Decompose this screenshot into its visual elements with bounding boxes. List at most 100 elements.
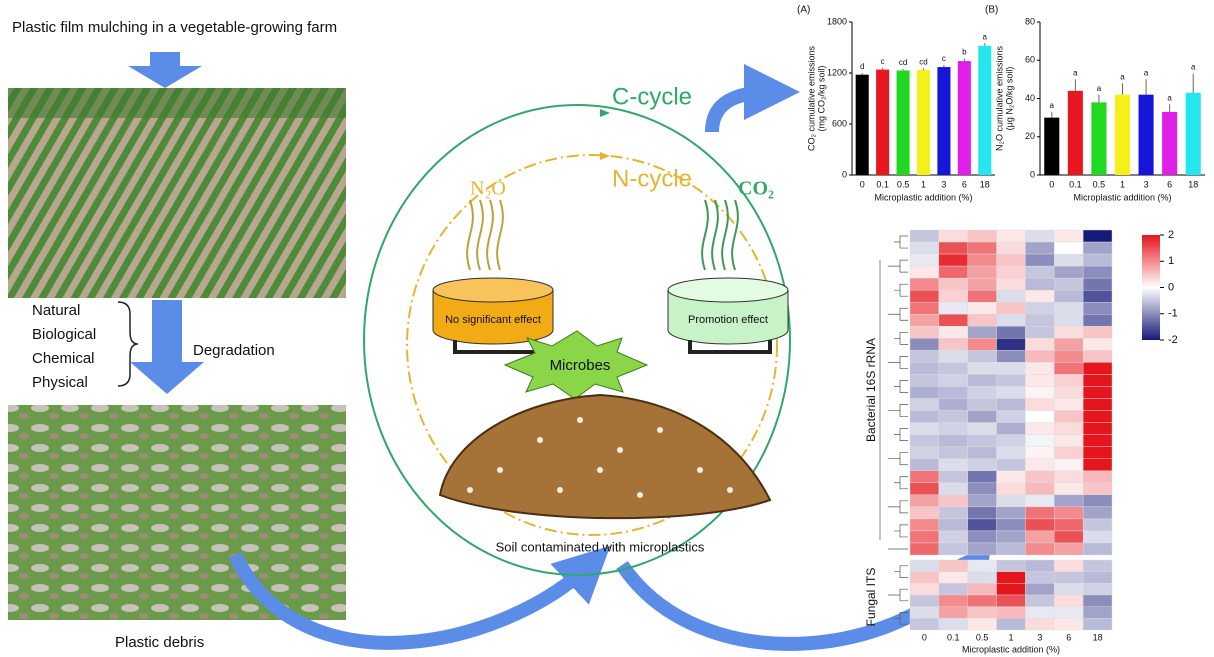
heatmap-cell — [996, 386, 1026, 399]
bar — [896, 70, 910, 175]
heatmap-cell — [1082, 265, 1113, 279]
heatmap-cell — [996, 338, 1026, 351]
heatmap-cell — [1054, 398, 1084, 411]
dendrogram — [894, 235, 908, 249]
heatmap-cell — [996, 241, 1026, 255]
heatmap-cell — [1025, 506, 1055, 520]
heatmap-cell — [1054, 253, 1084, 267]
heatmap-cell — [1082, 583, 1113, 596]
heatmap-cell — [967, 559, 997, 572]
heatmap-cell — [1025, 410, 1055, 423]
heatmap-cell — [967, 386, 997, 399]
heatmap-cell — [1082, 470, 1113, 483]
microbes-label: Microbes — [550, 357, 611, 374]
process-label: Degradation — [193, 342, 275, 359]
bar — [1185, 92, 1201, 175]
dendrogram — [894, 331, 908, 345]
heatmap-cell — [1025, 398, 1055, 411]
heatmap-cell — [938, 362, 968, 375]
gas-wisps — [701, 199, 739, 271]
heatmap-cell — [967, 606, 997, 619]
significance-letter: c — [942, 54, 946, 63]
heatmap-cell — [996, 470, 1026, 483]
heatmap-cell — [967, 350, 997, 363]
bar — [957, 61, 971, 175]
heatmap-cell — [967, 571, 997, 584]
heatmap-cell — [1025, 583, 1055, 596]
y-tick-label: 0 — [842, 169, 847, 179]
significance-letter: b — [962, 48, 967, 57]
panel-label: (B) — [985, 5, 998, 16]
heatmap-cell — [909, 326, 940, 339]
cycle-arrowhead — [600, 152, 610, 160]
significance-letter: a — [1144, 68, 1149, 77]
heatmap-cell — [1054, 434, 1084, 447]
heatmap-cell — [938, 542, 968, 556]
dendrogram — [888, 500, 908, 514]
bar — [1091, 102, 1107, 175]
heatmap-cell — [1082, 482, 1113, 496]
heatmap-cell — [996, 229, 1026, 243]
heatmap-cell — [1054, 446, 1084, 459]
heatmap-cell — [909, 583, 940, 596]
c-cycle-circle — [363, 104, 791, 576]
x-tick-label: 1 — [1008, 632, 1013, 642]
y-axis-label: (μg N₂O/kg soil) — [1004, 67, 1014, 131]
heatmap-cell — [909, 542, 940, 556]
heatmap-cell — [996, 326, 1026, 339]
n-cycle-label: N-cycle — [612, 165, 692, 192]
heatmap-cell — [1025, 494, 1055, 508]
x-tick-label: 0 — [1049, 179, 1054, 189]
dendrogram — [894, 428, 908, 441]
heatmap-cell — [909, 571, 940, 584]
heatmap-cell — [967, 314, 997, 327]
heatmap-cell — [909, 422, 940, 435]
heatmap-cell — [1082, 289, 1113, 303]
heatmap-cell — [938, 422, 968, 435]
x-tick-label: 6 — [1066, 632, 1071, 642]
heatmap-cell — [967, 326, 997, 339]
x-tick-label: 0 — [860, 179, 865, 189]
heatmap-cell — [996, 253, 1026, 267]
heatmap-cell — [996, 410, 1026, 423]
heatmap-cell — [1054, 458, 1084, 471]
x-tick-label: 0.5 — [897, 179, 910, 189]
heatmap-cell — [1054, 386, 1084, 399]
dendrogram — [894, 524, 908, 538]
heatmap-cell — [938, 494, 968, 508]
heatmap-cell — [967, 253, 997, 267]
heatmap-cell — [909, 362, 940, 375]
heatmap-cell — [909, 606, 940, 619]
dendrogram — [894, 476, 908, 490]
heatmap-cell — [1025, 386, 1055, 399]
heatmap-cell — [1082, 559, 1113, 572]
heatmap-cell — [996, 618, 1026, 631]
cycle-arrowhead — [600, 109, 610, 117]
y-tick-label: 80 — [1025, 16, 1035, 26]
y-tick-label: 0 — [1030, 169, 1035, 179]
y-tick-label: 600 — [832, 118, 847, 128]
heatmap-cell — [967, 530, 997, 544]
heatmap-cell — [909, 265, 940, 279]
heatmap-cell — [967, 494, 997, 508]
heatmap-cell — [1054, 265, 1084, 279]
heatmap-cell — [938, 594, 968, 607]
dendrogram — [894, 612, 908, 625]
heatmap-cell — [909, 410, 940, 423]
c-cycle-label: C-cycle — [612, 83, 692, 110]
heatmap-cell — [967, 458, 997, 471]
heatmap-cell — [996, 458, 1026, 471]
heatmap-cell — [938, 326, 968, 339]
heatmap-cell — [1082, 386, 1113, 399]
heatmap-cell — [1054, 606, 1084, 619]
heatmap-cell — [967, 446, 997, 459]
y-tick-label: 1800 — [827, 16, 847, 26]
heatmap-cell — [996, 446, 1026, 459]
row-group-label: Fungal ITS — [864, 568, 878, 627]
y-tick-label: 1200 — [827, 67, 847, 77]
co2-label: CO₂ — [738, 178, 774, 200]
bar — [937, 67, 951, 175]
colorbar-tick-label: -2 — [1168, 334, 1178, 346]
x-tick-label: 18 — [1093, 632, 1103, 642]
heatmap-cell — [938, 559, 968, 572]
